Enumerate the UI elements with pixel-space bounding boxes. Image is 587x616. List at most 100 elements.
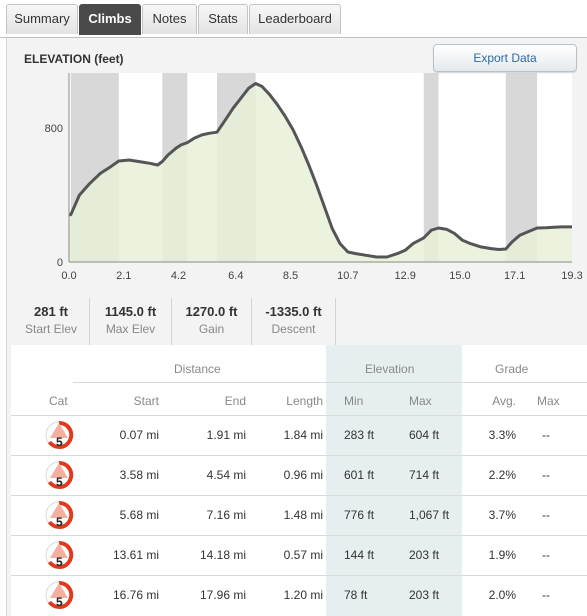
- elevation-area: [69, 83, 572, 262]
- cell-max: 714 ft: [409, 468, 440, 482]
- stat-value: 281 ft: [34, 304, 68, 319]
- stat-value: 1145.0 ft: [104, 304, 157, 319]
- cell-start: 0.07 mi: [119, 428, 159, 442]
- cell-gmax: --: [542, 468, 550, 482]
- stat-label: Gain: [198, 322, 225, 336]
- climb-category-icon: 5: [45, 540, 74, 569]
- climb-category-number: 5: [56, 595, 63, 609]
- stat-label: Max Elev: [105, 322, 156, 336]
- cell-max: 203 ft: [409, 588, 440, 602]
- cell-end: 4.54 mi: [206, 468, 246, 482]
- cell-length: 1.84 mi: [283, 428, 323, 442]
- col-end: End: [224, 394, 246, 408]
- cell-max: 604 ft: [409, 428, 440, 442]
- row-divider: [11, 575, 587, 576]
- stat-max-elev: 1145.0 ft Max Elev: [90, 298, 172, 345]
- x-tick-label: 4.2: [171, 270, 186, 282]
- col-length: Length: [286, 394, 323, 408]
- stat-value: -1335.0 ft: [265, 304, 322, 319]
- cell-min: 283 ft: [344, 428, 375, 442]
- chart-title: ELEVATION (feet): [24, 52, 124, 66]
- cell-end: 1.91 mi: [206, 428, 246, 442]
- y-tick-label: 0: [57, 257, 63, 269]
- cell-end: 17.96 mi: [199, 588, 246, 602]
- climb-category-number: 5: [56, 475, 63, 489]
- climb-category-number: 5: [56, 555, 63, 569]
- cell-max: 1,067 ft: [409, 508, 450, 522]
- tab-stats[interactable]: Stats: [198, 4, 248, 34]
- tab-summary[interactable]: Summary: [6, 4, 78, 34]
- cell-start: 16.76 mi: [112, 588, 159, 602]
- cell-avg: 3.7%: [488, 508, 516, 522]
- x-tick-label: 17.1: [504, 270, 525, 282]
- cell-gmax: --: [542, 588, 550, 602]
- export-data-button[interactable]: Export Data: [433, 44, 577, 72]
- climb-category-icon: 5: [45, 580, 74, 609]
- col-grade-max: Max: [537, 394, 560, 408]
- cell-min: 601 ft: [344, 468, 375, 482]
- row-divider: [11, 495, 587, 496]
- cell-end: 14.18 mi: [199, 548, 246, 562]
- climb-category-number: 5: [56, 515, 63, 529]
- climb-category-icon: 5: [45, 460, 74, 489]
- cell-max: 203 ft: [409, 548, 440, 562]
- elevation-summary: 281 ft Start Elev 1145.0 ft Max Elev 127…: [7, 298, 337, 345]
- cell-min: 78 ft: [344, 588, 368, 602]
- cell-min: 776 ft: [344, 508, 375, 522]
- climb-category-icon: 5: [45, 420, 74, 449]
- tab-notes[interactable]: Notes: [142, 4, 197, 34]
- cell-end: 7.16 mi: [206, 508, 246, 522]
- cell-gmax: --: [542, 508, 550, 522]
- climb-band: [423, 73, 439, 262]
- climbs-table: Distance Elevation Grade Cat Start End L…: [11, 345, 587, 616]
- cell-start: 13.61 mi: [112, 548, 159, 562]
- stat-label: Descent: [271, 322, 316, 336]
- x-tick-label: 15.0: [449, 270, 470, 282]
- col-cat: Cat: [49, 394, 68, 408]
- col-avg: Avg.: [492, 394, 516, 408]
- grade-group-header: Grade: [495, 362, 529, 376]
- row-divider: [11, 535, 587, 536]
- x-tick-label: 6.4: [228, 270, 243, 282]
- cell-gmax: --: [542, 548, 550, 562]
- header-divider: [73, 382, 587, 383]
- cell-avg: 3.3%: [488, 428, 516, 442]
- distance-group-header: Distance: [174, 362, 221, 376]
- elevation-chart: 0.0 2.1 4.2 6.4 8.5 10.7 12.9 15.0 17.1 19.3 0 800: [45, 73, 583, 282]
- stat-descent: -1335.0 ft Descent: [252, 298, 336, 345]
- cell-length: 0.96 mi: [283, 468, 323, 482]
- climbs-panel: 0.0 2.1 4.2 6.4 8.5 10.7 12.9 15.0 17.1 19.3 0 800 …: [6, 38, 587, 616]
- cell-length: 0.57 mi: [283, 548, 323, 562]
- y-tick-label: 800: [45, 123, 63, 135]
- x-tick-label: 2.1: [116, 270, 131, 282]
- stat-gain: 1270.0 ft Gain: [172, 298, 252, 345]
- cell-avg: 2.2%: [488, 468, 516, 482]
- x-tick-label: 19.3: [561, 270, 582, 282]
- stat-label: Start Elev: [24, 322, 78, 336]
- tab-leaderboard[interactable]: Leaderboard: [249, 4, 341, 34]
- cell-start: 3.58 mi: [119, 468, 159, 482]
- x-tick-label: 0.0: [61, 270, 76, 282]
- cell-avg: 1.9%: [488, 548, 516, 562]
- x-tick-label: 8.5: [283, 270, 298, 282]
- elevation-column-band: [326, 345, 462, 616]
- cell-gmax: --: [542, 428, 550, 442]
- x-tick-label: 10.7: [337, 270, 358, 282]
- stat-start-elev: 281 ft Start Elev: [13, 298, 90, 345]
- elevation-group-header: Elevation: [365, 362, 415, 376]
- row-divider: [11, 455, 587, 456]
- tab-climbs[interactable]: Climbs: [79, 4, 141, 35]
- cell-length: 1.20 mi: [283, 588, 323, 602]
- col-start: Start: [133, 394, 159, 408]
- col-max: Max: [409, 394, 432, 408]
- climb-category-number: 5: [56, 435, 63, 449]
- cell-start: 5.68 mi: [119, 508, 159, 522]
- cell-avg: 2.0%: [488, 588, 516, 602]
- cell-length: 1.48 mi: [283, 508, 323, 522]
- cell-min: 144 ft: [344, 548, 375, 562]
- elevation-line: [69, 82, 572, 259]
- header-bottom-divider: [11, 415, 587, 416]
- tab-bar: Summary Climbs Notes Stats Leaderboard: [0, 0, 587, 38]
- stat-value: 1270.0 ft: [185, 304, 238, 319]
- col-min: Min: [344, 394, 364, 408]
